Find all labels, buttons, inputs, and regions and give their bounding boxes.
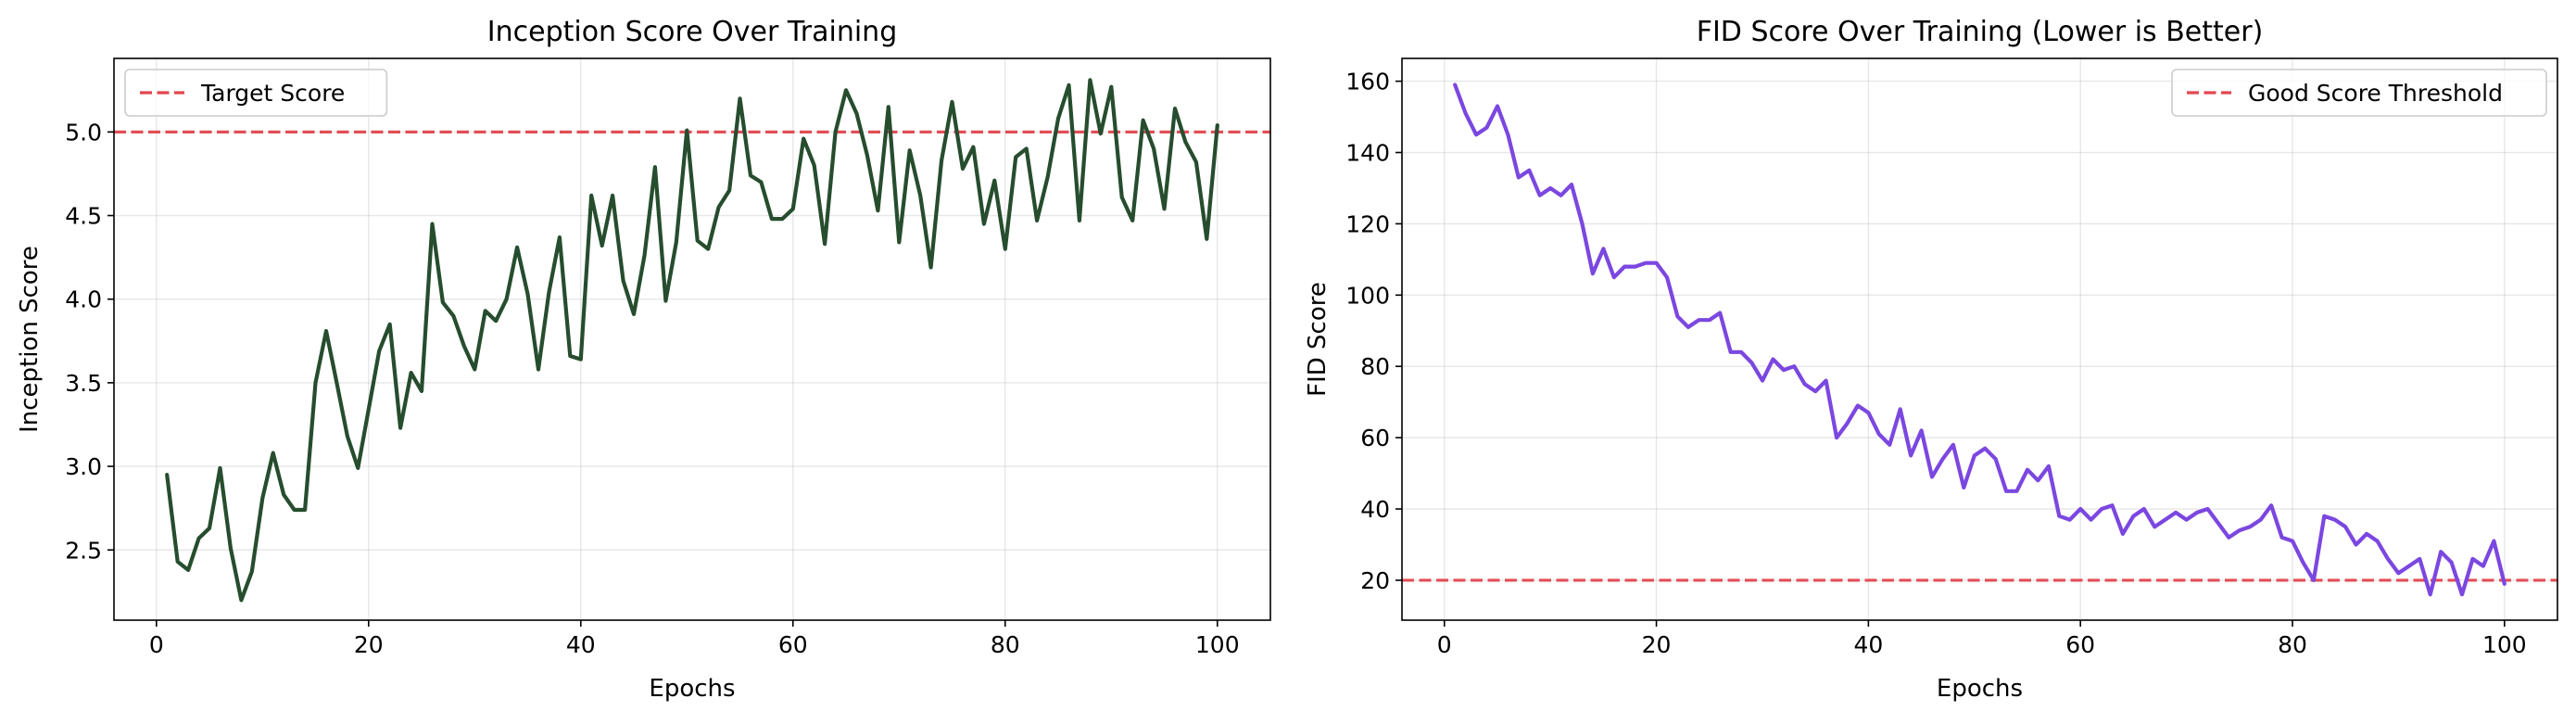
x-tick-label: 40 — [566, 631, 596, 658]
y-tick-label: 120 — [1345, 210, 1390, 237]
chart-fid: 0 20 40 60 80 100 20 40 60 80 100 120 140 160 FID Scor… — [1304, 16, 2558, 703]
chart-title: FID Score Over Training (Lower is Better… — [1697, 16, 2264, 48]
legend-label: Target Score — [200, 80, 345, 107]
legend-box — [124, 69, 388, 117]
y-tick-label: 20 — [1360, 567, 1390, 594]
x-tick-label: 100 — [1195, 631, 1240, 658]
x-tick-label: 60 — [2065, 631, 2095, 658]
legend: Good Score Threshold — [2171, 69, 2547, 117]
y-tick-label: 100 — [1345, 282, 1390, 309]
y-tick-label: 2.5 — [65, 537, 102, 564]
grid — [1402, 58, 2557, 620]
y-tick-label: 60 — [1360, 425, 1390, 451]
series-line — [165, 78, 1219, 603]
x-tick-label: 0 — [149, 631, 164, 658]
y-axis-label: Inception Score — [16, 246, 44, 433]
y-tick-label: 140 — [1345, 140, 1390, 167]
x-axis-label: Epochs — [1937, 675, 2023, 703]
x-axis-label: Epochs — [649, 675, 735, 703]
x-tick-label: 20 — [1642, 631, 1672, 658]
legend: Target Score — [124, 69, 388, 117]
y-tick-label: 160 — [1345, 69, 1390, 95]
y-tick-label: 3.0 — [65, 453, 102, 480]
x-tick-label: 100 — [2482, 631, 2527, 658]
x-tick-label: 20 — [354, 631, 384, 658]
axes-frame — [1401, 57, 2558, 621]
x-tick-label: 80 — [991, 631, 1020, 658]
legend-label: Good Score Threshold — [2248, 80, 2503, 107]
chart-inception: 0 20 40 60 80 100 2.5 3.0 3.5 4.0 4.5 5.0 Inception … — [16, 16, 1271, 703]
y-tick-label: 80 — [1360, 353, 1390, 380]
series-line — [1453, 83, 2507, 597]
legend-box — [2171, 69, 2547, 117]
y-tick-label: 5.0 — [65, 119, 102, 146]
y-tick-label: 3.5 — [65, 370, 102, 397]
x-tick-label: 40 — [1853, 631, 1883, 658]
y-tick-label: 40 — [1360, 496, 1390, 523]
x-tick-label: 80 — [2278, 631, 2307, 658]
x-tick-label: 60 — [778, 631, 808, 658]
grid — [114, 58, 1270, 620]
axes-frame — [113, 57, 1271, 621]
y-axis-label: FID Score — [1304, 282, 1332, 397]
y-tick-label: 4.0 — [65, 286, 102, 313]
y-tick-label: 4.5 — [65, 203, 102, 230]
chart-title: Inception Score Over Training — [487, 16, 898, 48]
x-tick-label: 0 — [1437, 631, 1452, 658]
